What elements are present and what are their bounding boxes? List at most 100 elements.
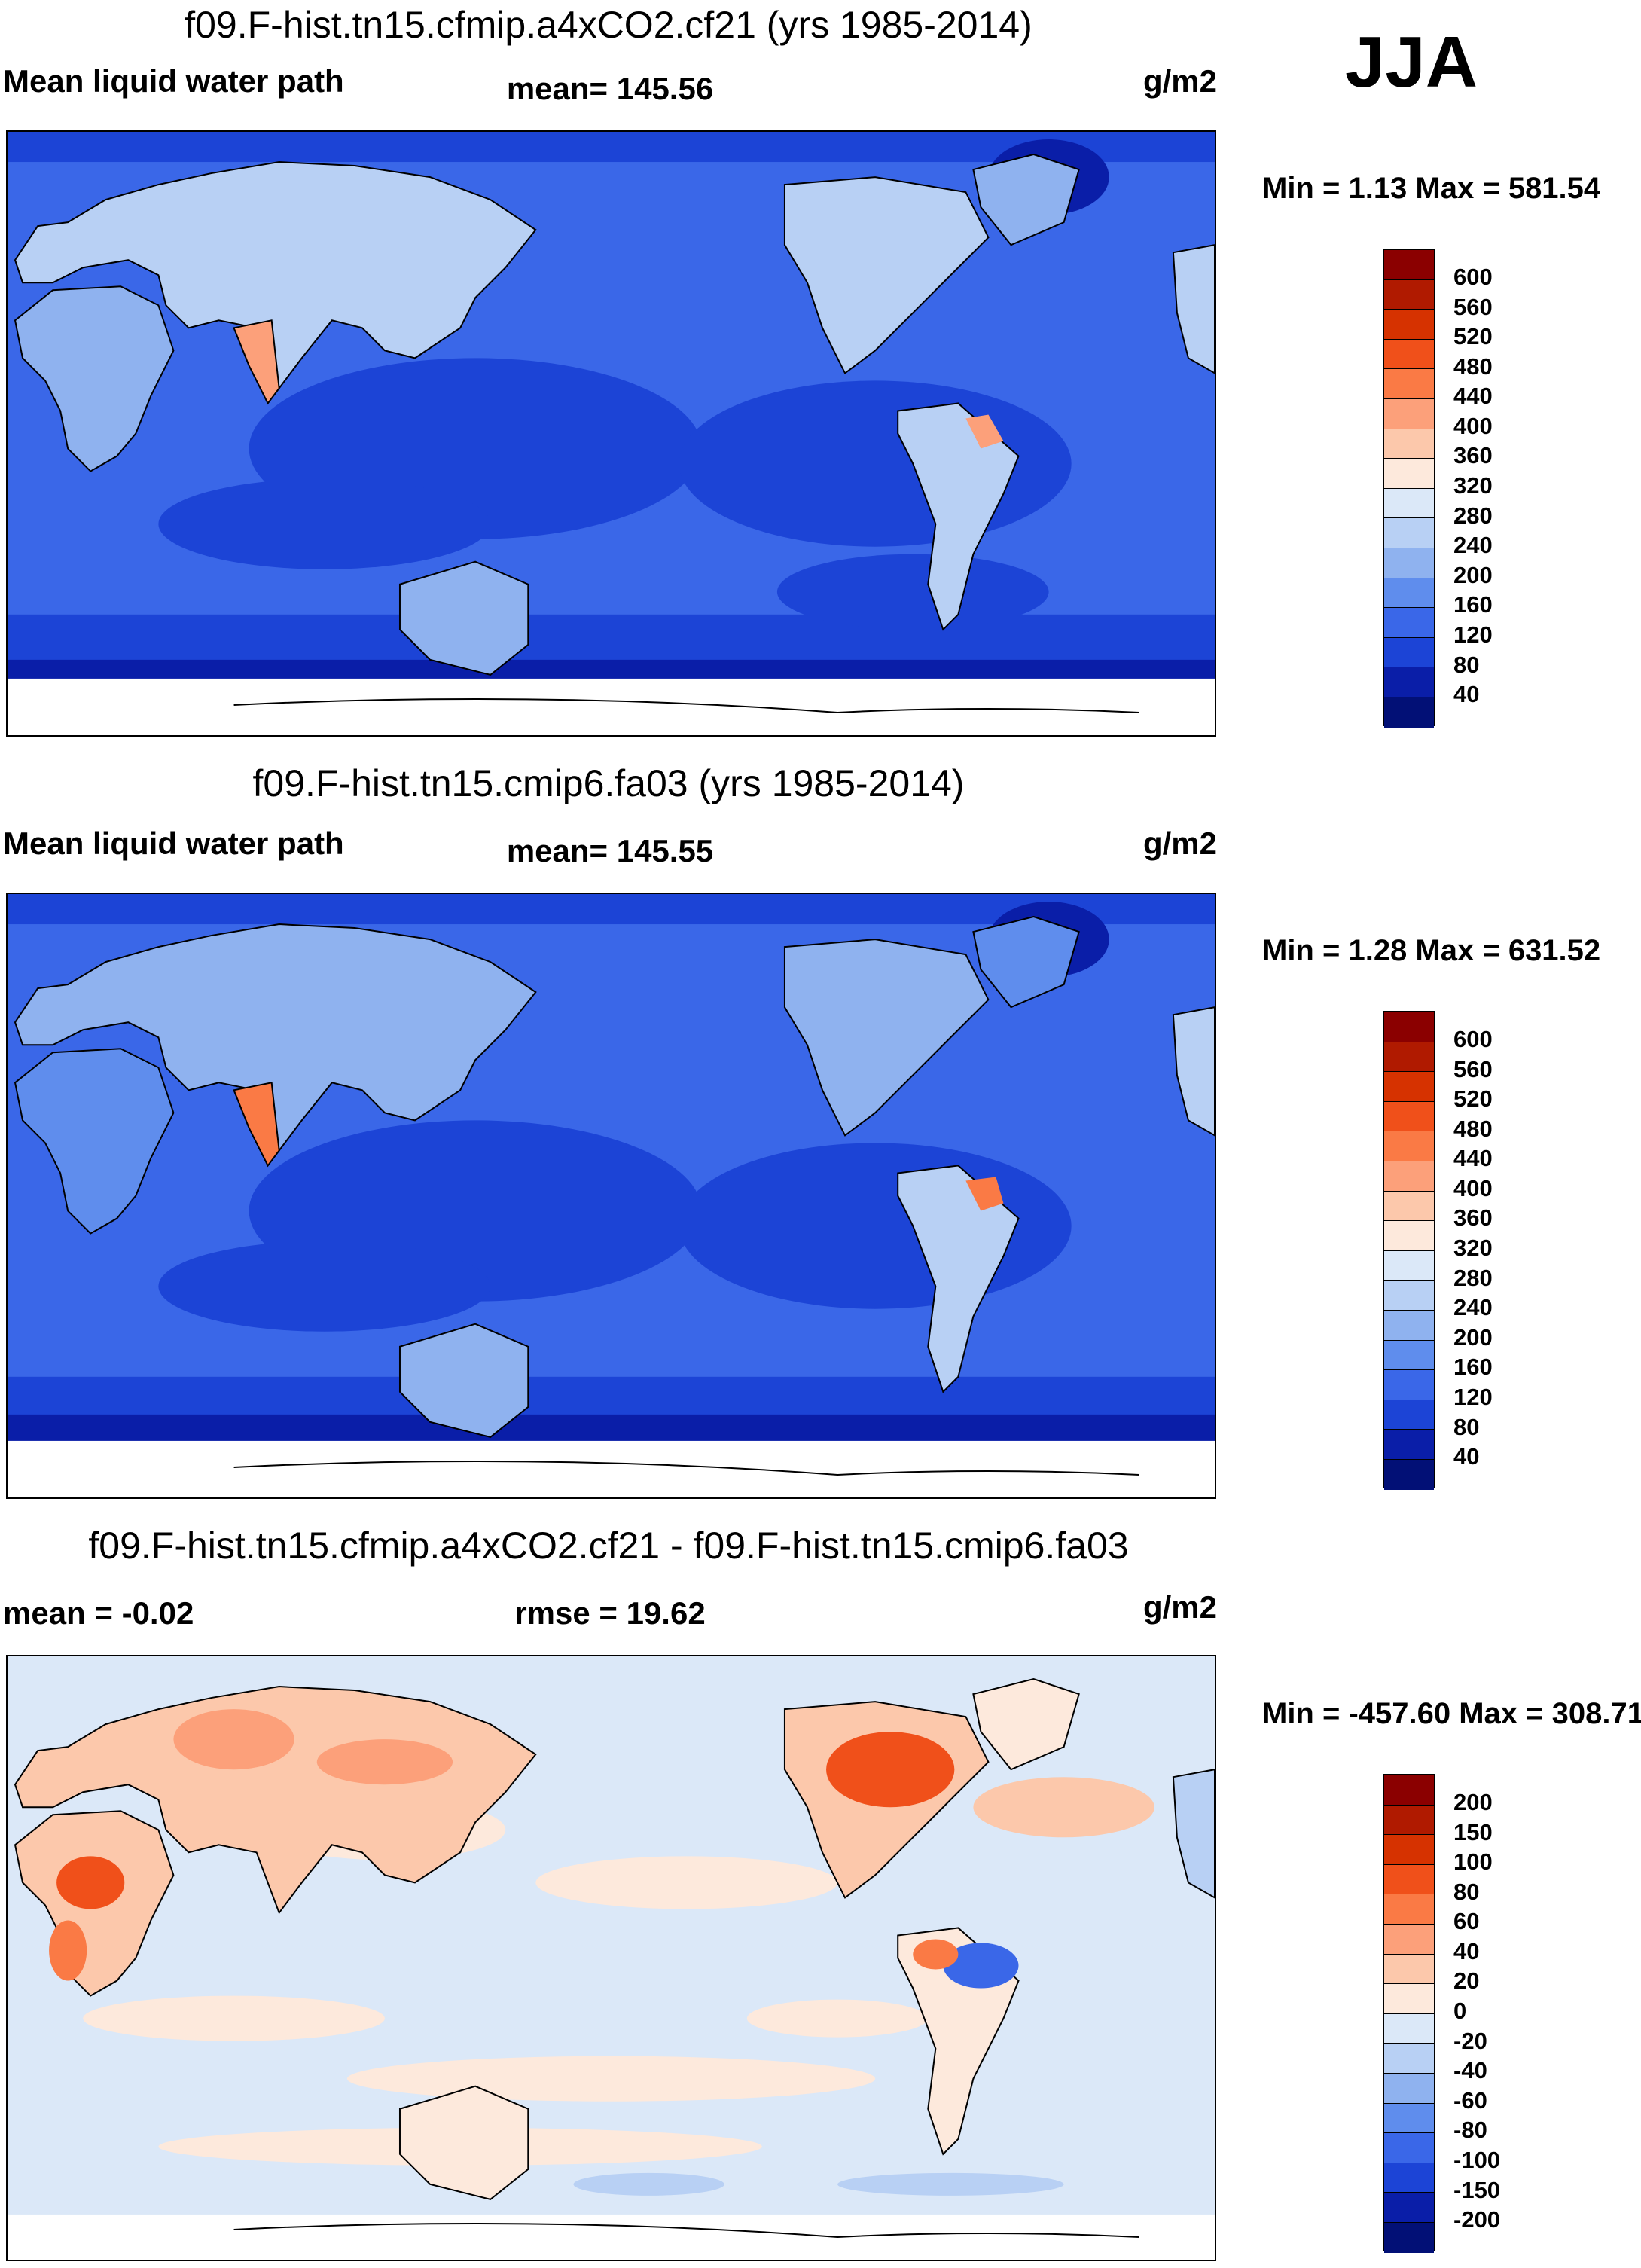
colorbar-swatch (1384, 2222, 1434, 2253)
colorbar-swatch (1384, 339, 1434, 370)
panel-1-colorbar (1383, 249, 1435, 728)
colorbar-swatch (1384, 548, 1434, 578)
colorbar-swatch (1384, 1281, 1434, 1311)
colorbar-swatch (1384, 2044, 1434, 2074)
colorbar-tick-label: 600 (1453, 1026, 1493, 1052)
colorbar-tick-label: -20 (1453, 2028, 1487, 2054)
colorbar-swatch (1384, 667, 1434, 697)
colorbar-tick-label: 80 (1453, 652, 1480, 678)
colorbar-tick-label: 520 (1453, 1085, 1493, 1112)
colorbar-tick-label: 320 (1453, 1235, 1493, 1261)
colorbar-tick-label: 200 (1453, 1324, 1493, 1351)
colorbar-swatch (1384, 1131, 1434, 1161)
colorbar-tick-label: 120 (1453, 1384, 1493, 1410)
colorbar-swatch (1384, 1775, 1434, 1806)
panel-1-map (6, 130, 1216, 737)
colorbar-swatch (1384, 279, 1434, 310)
colorbar-swatch (1384, 2133, 1434, 2163)
colorbar-tick-label: -150 (1453, 2177, 1501, 2203)
colorbar-swatch (1384, 1805, 1434, 1836)
panel-2-units-label: g/m2 (1142, 826, 1217, 861)
colorbar-tick-label: 360 (1453, 442, 1493, 469)
panel-3-rmse-label: rmse = 19.62 (514, 1595, 706, 1631)
colorbar-tick-label: 360 (1453, 1204, 1493, 1231)
colorbar-tick-label: 150 (1453, 1819, 1493, 1845)
colorbar-tick-label: -40 (1453, 2057, 1487, 2083)
colorbar-swatch (1384, 578, 1434, 609)
colorbar-tick-label: 20 (1453, 1967, 1480, 1994)
panel-1-mean-label: mean= 145.56 (506, 71, 714, 106)
colorbar-tick-label: 60 (1453, 1908, 1480, 1934)
colorbar-swatch (1384, 1310, 1434, 1341)
colorbar-swatch (1384, 1835, 1434, 1865)
colorbar-swatch (1384, 429, 1434, 459)
colorbar-swatch (1384, 2013, 1434, 2044)
panel-2-variable-label: Mean liquid water path (3, 826, 344, 861)
colorbar-tick-label: 240 (1453, 532, 1493, 558)
colorbar-tick-label: 400 (1453, 1175, 1493, 1201)
colorbar-swatch (1384, 1430, 1434, 1460)
colorbar-tick-label: 280 (1453, 502, 1493, 529)
colorbar-swatch (1384, 1340, 1434, 1371)
colorbar-swatch (1384, 1161, 1434, 1192)
colorbar-tick-label: 200 (1453, 562, 1493, 588)
colorbar-swatch (1384, 1072, 1434, 1102)
colorbar-tick-label: 520 (1453, 323, 1493, 350)
colorbar-tick-label: 560 (1453, 294, 1493, 320)
panel-3-map (6, 1655, 1216, 2261)
colorbar-swatch (1384, 2073, 1434, 2104)
colorbar-tick-label: 560 (1453, 1056, 1493, 1082)
panel-1-units-label: g/m2 (1142, 63, 1217, 99)
colorbar-swatch (1384, 459, 1434, 489)
colorbar-tick-label: 40 (1453, 1938, 1480, 1964)
colorbar-swatch (1384, 1984, 1434, 2014)
panel-1-title: f09.F-hist.tn15.cfmip.a4xCO2.cf21 (yrs 1… (185, 4, 1032, 46)
colorbar-swatch (1384, 637, 1434, 668)
colorbar-tick-label: 80 (1453, 1414, 1480, 1440)
colorbar-tick-label: -200 (1453, 2206, 1501, 2233)
panel-2-colorbar (1383, 1011, 1435, 1490)
colorbar-tick-label: 440 (1453, 1145, 1493, 1171)
colorbar-swatch (1384, 1221, 1434, 1251)
colorbar-tick-label: 160 (1453, 591, 1493, 618)
colorbar-swatch (1384, 488, 1434, 519)
panel-3-minmax: Min = -457.60 Max = 308.71 (1262, 1697, 1641, 1730)
colorbar-tick-label: 480 (1453, 1116, 1493, 1142)
colorbar-tick-label: 0 (1453, 1998, 1467, 2024)
panel-3-colorbar (1383, 1774, 1435, 2253)
colorbar-tick-label: -80 (1453, 2117, 1487, 2143)
panel-2-mean-label: mean= 145.55 (506, 833, 714, 868)
colorbar-swatch (1384, 1370, 1434, 1400)
colorbar-tick-label: 120 (1453, 621, 1493, 648)
colorbar-tick-label: 100 (1453, 1848, 1493, 1875)
panel-2-title: f09.F-hist.tn15.cmip6.fa03 (yrs 1985-201… (252, 762, 965, 804)
colorbar-swatch (1384, 1924, 1434, 1955)
colorbar-tick-label: 320 (1453, 472, 1493, 499)
colorbar-tick-label: 40 (1453, 1443, 1480, 1470)
colorbar-tick-label: 280 (1453, 1265, 1493, 1291)
panel-3-title: f09.F-hist.tn15.cfmip.a4xCO2.cf21 - f09.… (88, 1525, 1129, 1567)
colorbar-tick-label: 80 (1453, 1879, 1480, 1905)
colorbar-swatch (1384, 697, 1434, 728)
colorbar-swatch (1384, 1400, 1434, 1430)
colorbar-tick-label: 40 (1453, 681, 1480, 707)
panel-3-units-label: g/m2 (1142, 1589, 1217, 1625)
colorbar-tick-label: -60 (1453, 2087, 1487, 2114)
colorbar-swatch (1384, 1954, 1434, 1985)
panel-1-minmax: Min = 1.13 Max = 581.54 (1262, 172, 1601, 205)
colorbar-swatch (1384, 398, 1434, 429)
colorbar-tick-label: 440 (1453, 383, 1493, 409)
season-label: JJA (1345, 22, 1478, 102)
colorbar-swatch (1384, 1191, 1434, 1222)
colorbar-swatch (1384, 1894, 1434, 1925)
panel-2-map (6, 893, 1216, 1499)
colorbar-swatch (1384, 2193, 1434, 2223)
colorbar-tick-label: 600 (1453, 264, 1493, 290)
colorbar-tick-label: 240 (1453, 1294, 1493, 1320)
colorbar-swatch (1384, 2103, 1434, 2134)
colorbar-swatch (1384, 310, 1434, 340)
colorbar-tick-label: -100 (1453, 2147, 1501, 2173)
colorbar-swatch (1384, 1864, 1434, 1895)
colorbar-swatch (1384, 1250, 1434, 1281)
colorbar-swatch (1384, 369, 1434, 399)
